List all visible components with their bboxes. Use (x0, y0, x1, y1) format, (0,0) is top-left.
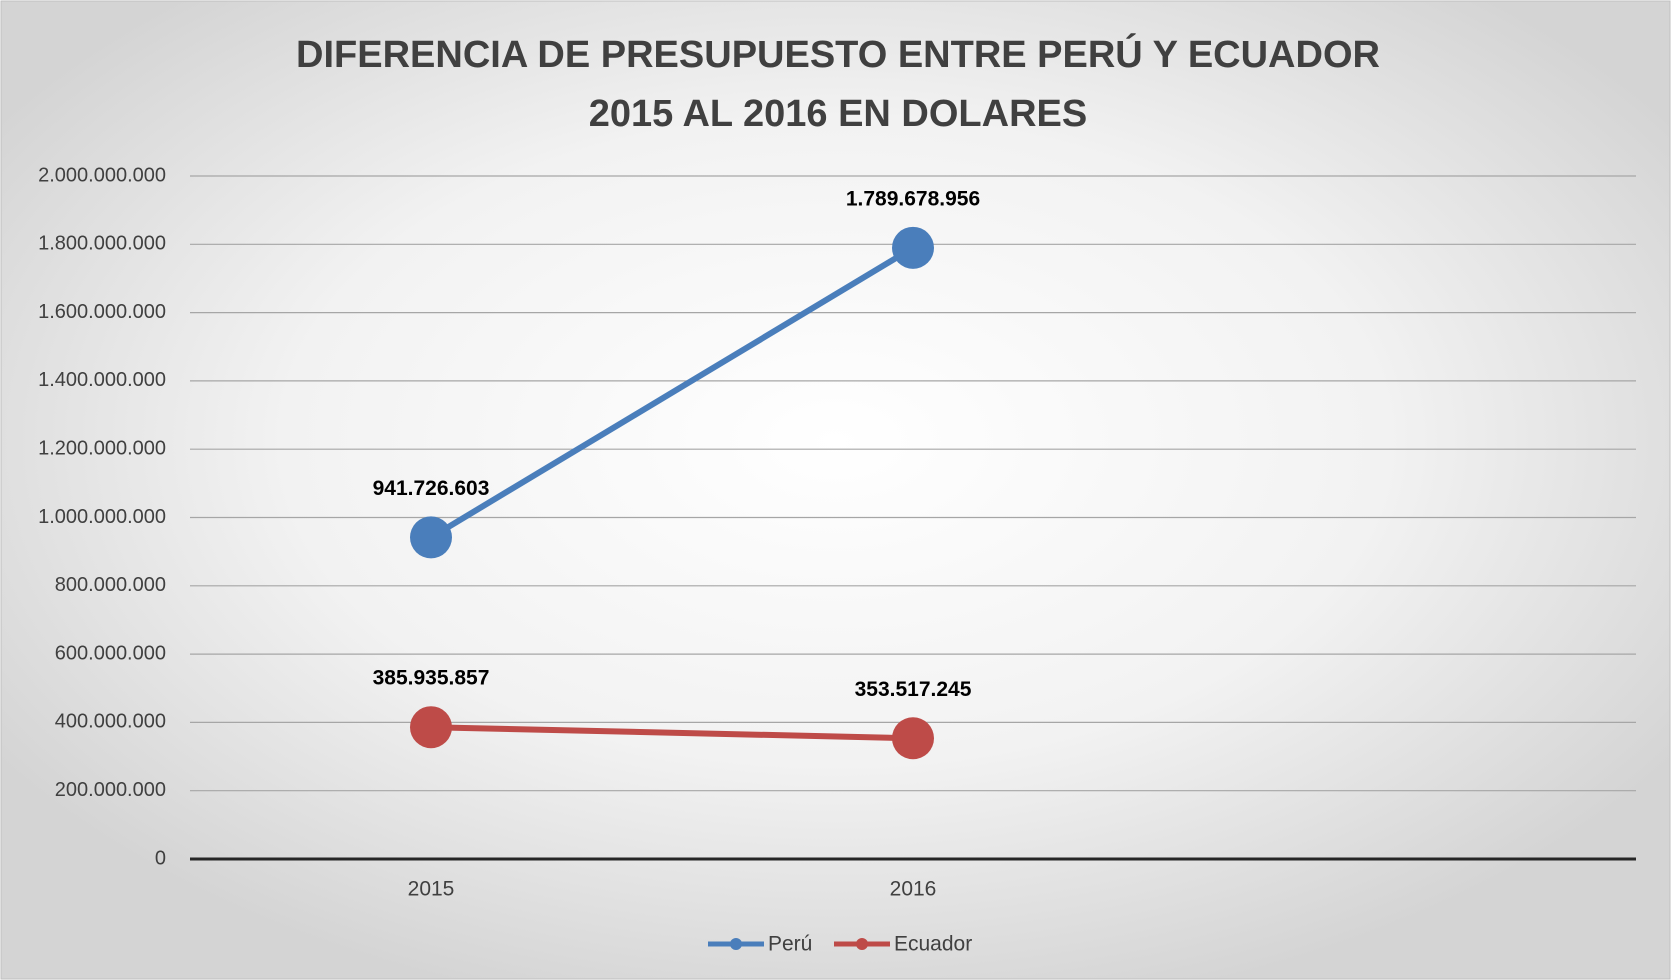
y-tick-label: 0 (155, 847, 166, 869)
y-tick-label: 1.400.000.000 (38, 369, 166, 391)
series-line (429, 245, 915, 540)
data-point (410, 516, 452, 559)
legend-marker (730, 938, 742, 950)
data-label: 353.517.245 (855, 678, 972, 701)
data-point (410, 706, 452, 749)
data-label: 385.935.857 (373, 667, 490, 690)
y-tick-label: 1.200.000.000 (38, 437, 166, 459)
y-tick-label: 2.000.000.000 (38, 164, 166, 186)
legend-label: Perú (768, 933, 812, 956)
legend-marker (856, 938, 868, 950)
data-point (892, 717, 934, 760)
y-tick-label: 1.600.000.000 (38, 301, 166, 323)
y-tick-label: 400.000.000 (55, 711, 166, 733)
chart-title: DIFERENCIA DE PRESUPUESTO ENTRE PERÚ Y E… (296, 32, 1380, 76)
x-tick-label: 2015 (408, 878, 455, 901)
y-tick-label: 1.000.000.000 (38, 506, 166, 528)
y-tick-label: 1.800.000.000 (38, 233, 166, 255)
data-label: 1.789.678.956 (846, 187, 980, 210)
x-tick-label: 2016 (890, 878, 937, 901)
data-point (892, 226, 934, 269)
y-tick-label: 600.000.000 (55, 642, 166, 664)
legend-label: Ecuador (894, 933, 972, 956)
data-label: 941.726.603 (373, 477, 490, 500)
y-tick-label: 800.000.000 (55, 574, 166, 596)
y-tick-label: 200.000.000 (55, 779, 166, 801)
chart-title: 2015 AL 2016 EN DOLARES (589, 93, 1087, 135)
series-line (430, 724, 914, 742)
